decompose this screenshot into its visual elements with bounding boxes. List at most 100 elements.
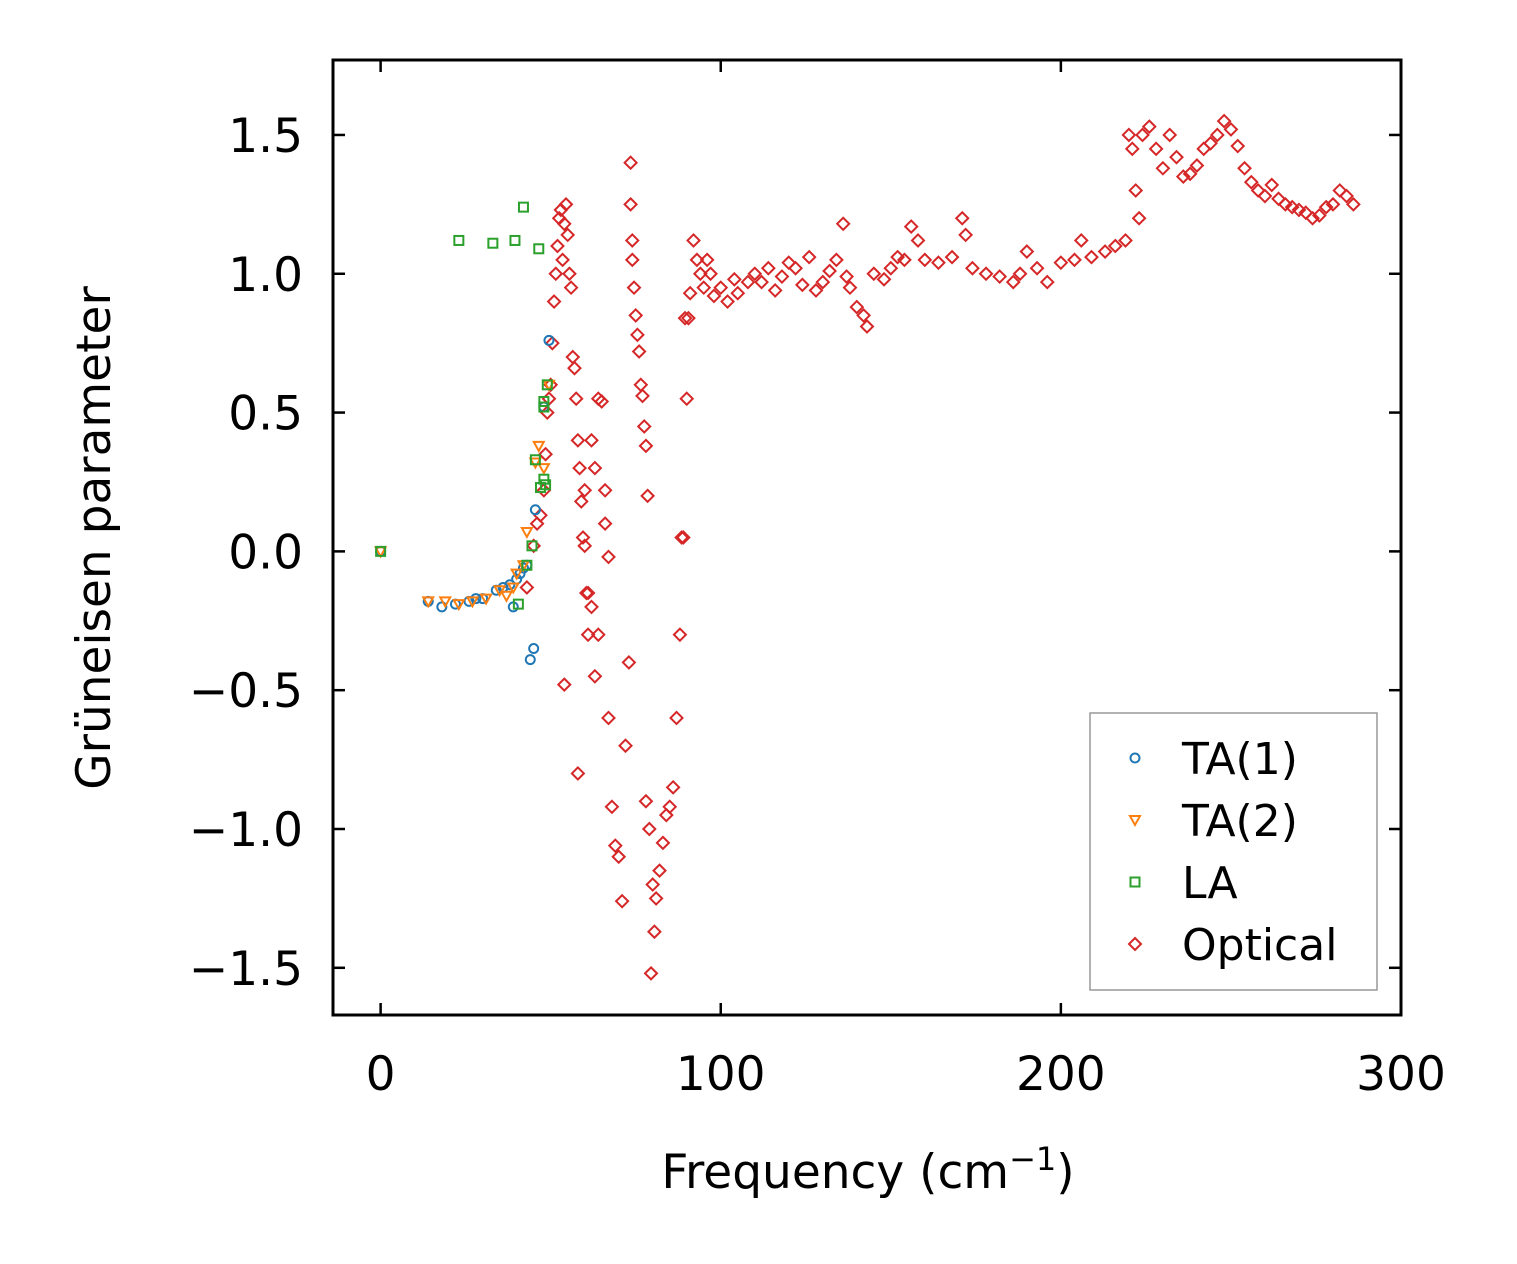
data-point — [499, 590, 514, 603]
legend-label: LA — [1182, 858, 1238, 909]
data-point — [629, 327, 645, 343]
data-point — [543, 377, 559, 393]
data-point — [954, 210, 970, 226]
data-point — [1237, 160, 1252, 176]
data-point — [1243, 174, 1259, 190]
data-point — [509, 234, 521, 246]
x-tick-label: 200 — [1016, 1047, 1106, 1102]
data-point — [1118, 233, 1133, 248]
data-point — [1230, 138, 1246, 154]
data-point — [931, 255, 946, 271]
data-point — [641, 821, 657, 837]
legend-box — [1089, 712, 1378, 991]
data-point — [1284, 199, 1300, 215]
data-point — [681, 310, 696, 326]
data-point — [597, 482, 613, 498]
data-point — [556, 216, 572, 232]
data-point — [631, 344, 647, 359]
data-point — [1339, 188, 1354, 204]
data-point — [604, 799, 620, 815]
data-point — [856, 307, 872, 323]
legend-label: Optical — [1182, 920, 1337, 971]
data-point — [544, 335, 560, 351]
data-point — [568, 391, 584, 407]
data-point — [1135, 127, 1150, 143]
data-point — [679, 391, 695, 407]
data-point — [859, 319, 875, 334]
data-point — [624, 233, 640, 248]
data-point — [1039, 274, 1055, 290]
legend: TA(1) TA(2) LA Optical — [1089, 712, 1378, 991]
axis-ticks — [333, 60, 1403, 1015]
data-point — [628, 307, 644, 323]
data-point — [1162, 127, 1178, 143]
data-point — [541, 379, 553, 391]
data-point — [674, 530, 690, 545]
data-point — [1175, 169, 1191, 185]
data-point — [842, 280, 858, 296]
data-point — [624, 252, 640, 268]
data-point — [1203, 135, 1218, 151]
data-point — [1169, 149, 1184, 165]
data-point — [1012, 266, 1028, 282]
data-point — [1155, 160, 1171, 176]
data-point — [944, 249, 960, 265]
data-point — [529, 454, 541, 466]
data-point — [623, 155, 639, 171]
data-point — [720, 294, 735, 309]
data-point — [822, 263, 838, 279]
data-point — [1257, 188, 1273, 204]
data-point — [774, 269, 790, 284]
data-point — [578, 585, 594, 601]
data-point — [815, 274, 831, 290]
data-point — [453, 234, 465, 246]
data-point — [512, 598, 524, 610]
data-point — [543, 334, 555, 346]
data-point — [655, 835, 671, 851]
data-point — [747, 266, 763, 282]
data-point — [519, 580, 535, 595]
data-point — [1005, 274, 1021, 290]
data-point — [487, 237, 499, 249]
data-point — [1128, 183, 1144, 198]
data-point — [567, 360, 582, 376]
data-point — [910, 233, 926, 248]
data-point — [618, 738, 633, 754]
legend-label: TA(1) — [1181, 734, 1298, 785]
data-point — [524, 654, 536, 666]
data-point — [492, 585, 507, 598]
data-point — [584, 599, 599, 615]
data-point — [801, 249, 817, 265]
legend-entries: TA(1) TA(2) LA Optical — [1127, 734, 1337, 971]
data-point — [876, 271, 892, 287]
data-point — [538, 473, 550, 485]
y-tick-label: −0.5 — [189, 664, 303, 719]
data-point — [532, 440, 546, 453]
data-point — [992, 269, 1008, 284]
data-point — [529, 504, 541, 516]
data-point — [903, 219, 919, 234]
legend-marker — [1129, 876, 1141, 888]
legend-marker — [1128, 815, 1142, 828]
data-point — [506, 582, 520, 595]
data-point — [699, 252, 715, 268]
data-point — [1053, 255, 1069, 271]
data-point — [1073, 233, 1089, 248]
data-point — [452, 599, 466, 612]
data-point — [594, 394, 610, 409]
data-point — [572, 460, 588, 476]
series-ta-2- — [373, 379, 556, 612]
y-tick-label: 0.0 — [228, 525, 303, 580]
data-point — [555, 252, 571, 268]
data-point — [1131, 210, 1147, 226]
data-point — [517, 201, 529, 213]
data-point — [607, 838, 623, 854]
data-point — [1325, 196, 1341, 212]
data-point — [575, 530, 591, 545]
data-point — [560, 227, 576, 243]
data-point — [638, 438, 654, 454]
data-point — [917, 252, 933, 268]
data-point — [652, 863, 667, 879]
x-tick-label: 100 — [676, 1047, 766, 1102]
data-point — [538, 446, 553, 462]
